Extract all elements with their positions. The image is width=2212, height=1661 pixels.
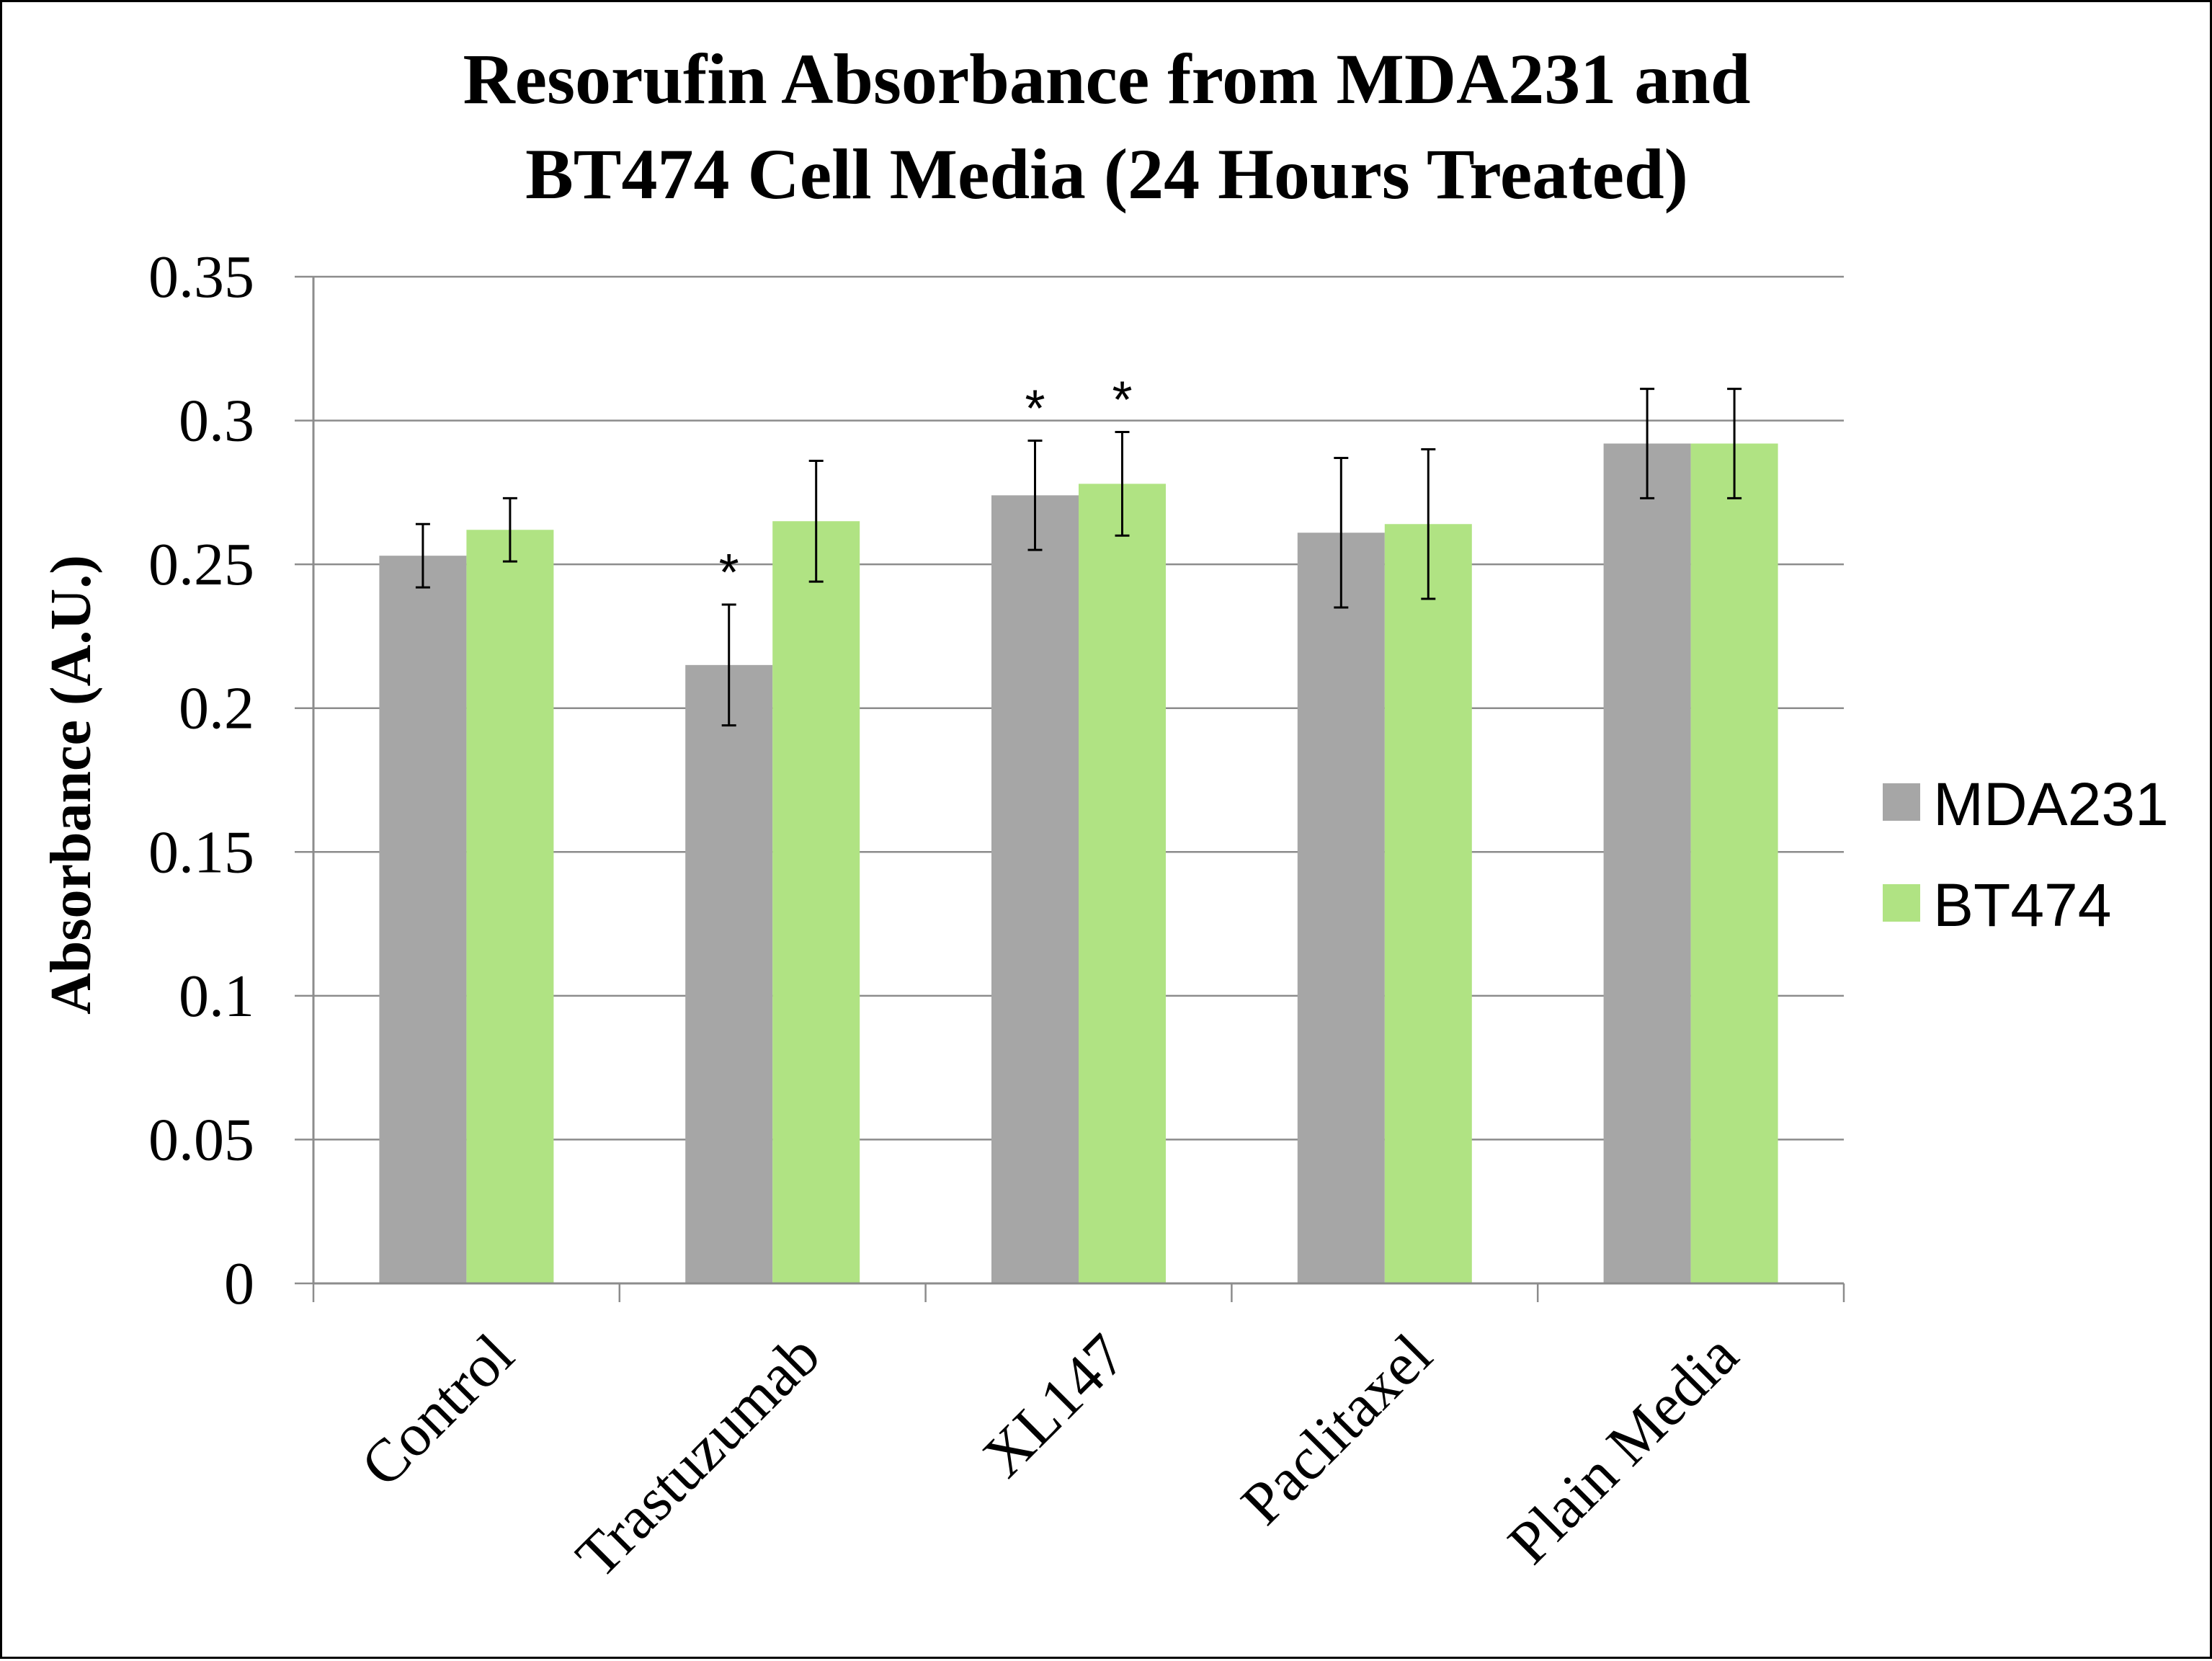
x-category-labels: Control Trastuzumab XL147 Paclitaxel Plain M… bbox=[349, 1322, 1751, 1591]
bar-mda231-xl147 bbox=[991, 495, 1079, 1283]
significance-asterisk: * bbox=[1025, 380, 1045, 438]
legend-label-bt474: BT474 bbox=[1933, 871, 2112, 939]
bar-bt474-trastuzumab bbox=[772, 521, 860, 1283]
y-tick-label: 0.1 bbox=[179, 963, 254, 1030]
bar-mda231-plain-media bbox=[1603, 443, 1691, 1283]
y-tick-labels: 0 0.05 0.1 0.15 0.2 0.25 0.3 0.35 bbox=[148, 244, 254, 1317]
legend-swatch-bt474 bbox=[1883, 884, 1920, 922]
x-category-label: Paclitaxel bbox=[1228, 1322, 1445, 1538]
y-tick-label: 0 bbox=[224, 1250, 254, 1317]
bar-mda231-control bbox=[379, 556, 467, 1283]
significance-asterisk: * bbox=[719, 544, 739, 602]
x-category-label: Control bbox=[349, 1322, 527, 1500]
bar-mda231-paclitaxel bbox=[1297, 533, 1385, 1284]
significance-markers: * * * bbox=[719, 372, 1133, 602]
chart-title-line-2: BT474 Cell Media (24 Hours Treated) bbox=[525, 134, 1688, 214]
bars bbox=[379, 443, 1778, 1284]
legend-swatch-mda231 bbox=[1883, 783, 1920, 821]
y-tick-label: 0.2 bbox=[179, 675, 254, 742]
legend-label-mda231: MDA231 bbox=[1933, 770, 2169, 838]
x-category-label: Trastuzumab bbox=[563, 1322, 833, 1591]
bar-bt474-plain-media bbox=[1690, 443, 1778, 1283]
y-tick-label: 0.25 bbox=[148, 531, 254, 598]
y-tick-label: 0.15 bbox=[148, 819, 254, 886]
y-tick-label: 0.3 bbox=[179, 388, 254, 455]
legend: MDA231 BT474 bbox=[1883, 770, 2169, 939]
bar-mda231-trastuzumab bbox=[685, 664, 773, 1283]
y-tick-label: 0.35 bbox=[148, 244, 254, 311]
bar-bt474-xl147 bbox=[1079, 484, 1166, 1284]
x-category-label: Plain Media bbox=[1496, 1322, 1751, 1577]
bar-bt474-control bbox=[466, 530, 554, 1283]
x-category-label: XL147 bbox=[970, 1322, 1138, 1490]
chart-title: Resorufin Absorbance from MDA231 and BT4… bbox=[463, 39, 1750, 214]
significance-asterisk: * bbox=[1112, 372, 1132, 429]
error-bars bbox=[415, 388, 1742, 727]
bar-bt474-paclitaxel bbox=[1384, 524, 1472, 1283]
y-axis-label: Absorbance (A.U.) bbox=[40, 555, 103, 1015]
axes bbox=[295, 275, 1845, 1302]
y-tick-label: 0.05 bbox=[148, 1106, 254, 1173]
chart-title-line-1: Resorufin Absorbance from MDA231 and bbox=[463, 39, 1750, 119]
